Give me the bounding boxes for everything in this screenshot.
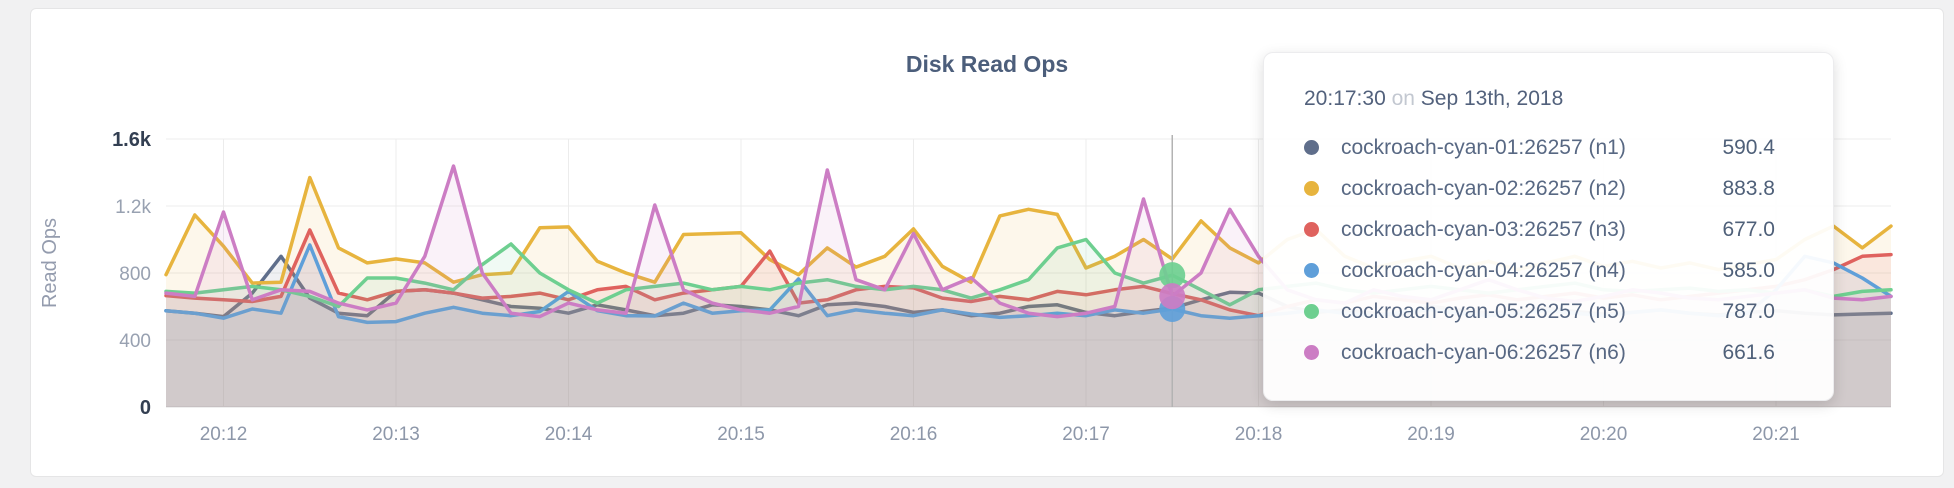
chart-title: Disk Read Ops xyxy=(905,51,1069,77)
tooltip-series-value: 585.0 xyxy=(1722,258,1775,282)
series-color-dot-icon xyxy=(1304,181,1319,196)
x-tick-label: 20:18 xyxy=(1235,424,1283,445)
tooltip-series-name: cockroach-cyan-03:26257 (n3) xyxy=(1341,217,1626,241)
tooltip-series-name: cockroach-cyan-02:26257 (n2) xyxy=(1341,176,1626,200)
tooltip-row-n4: cockroach-cyan-04:26257 (n4) 585.0 xyxy=(1304,250,1775,291)
tooltip-series-value: 677.0 xyxy=(1722,217,1775,241)
tooltip-series-name: cockroach-cyan-01:26257 (n1) xyxy=(1341,135,1626,159)
tooltip-series-value: 661.6 xyxy=(1722,340,1775,364)
y-tick-label: 1.6k xyxy=(112,129,152,151)
x-tick-label: 20:13 xyxy=(372,424,420,445)
tooltip-conjunction: on xyxy=(1391,87,1415,110)
y-tick-label: 800 xyxy=(119,264,151,285)
tooltip-series-value: 787.0 xyxy=(1722,299,1775,323)
tooltip-row-n5: cockroach-cyan-05:26257 (n5) 787.0 xyxy=(1304,291,1775,332)
series-color-dot-icon xyxy=(1304,345,1319,360)
tooltip-series-name: cockroach-cyan-05:26257 (n5) xyxy=(1341,299,1626,323)
series-color-dot-icon xyxy=(1304,304,1319,319)
x-tick-label: 20:21 xyxy=(1752,424,1800,445)
y-tick-label: 1.2k xyxy=(115,197,151,218)
tooltip-date: Sep 13th, 2018 xyxy=(1420,87,1564,110)
chart-card: Disk Read Ops Read Ops 0 400 800 1.2k 1.6k 20… xyxy=(30,8,1944,477)
tooltip-series-value: 590.4 xyxy=(1722,135,1775,159)
x-tick-label: 20:15 xyxy=(717,424,765,445)
tooltip-series-value: 883.8 xyxy=(1722,176,1775,200)
tooltip-rows: cockroach-cyan-01:26257 (n1) 590.4 cockroa… xyxy=(1304,127,1775,373)
tooltip-row-n3: cockroach-cyan-03:26257 (n3) 677.0 xyxy=(1304,209,1775,250)
x-tick-label: 20:20 xyxy=(1580,424,1628,445)
x-tick-label: 20:14 xyxy=(545,424,593,445)
tooltip-header: 20:17:30 on Sep 13th, 2018 xyxy=(1304,85,1775,113)
series-color-dot-icon xyxy=(1304,263,1319,278)
tooltip-row-n2: cockroach-cyan-02:26257 (n2) 883.8 xyxy=(1304,168,1775,209)
x-tick-label: 20:12 xyxy=(200,424,248,445)
y-tick-label: 0 xyxy=(140,397,151,419)
tooltip-row-n6: cockroach-cyan-06:26257 (n6) 661.6 xyxy=(1304,332,1775,373)
tooltip-time: 20:17:30 xyxy=(1304,87,1386,110)
hover-dot-n6 xyxy=(1159,283,1186,310)
tooltip-series-name: cockroach-cyan-04:26257 (n4) xyxy=(1341,258,1626,282)
x-tick-label: 20:17 xyxy=(1062,424,1110,445)
x-tick-label: 20:16 xyxy=(890,424,938,445)
tooltip-row-n1: cockroach-cyan-01:26257 (n1) 590.4 xyxy=(1304,127,1775,168)
x-tick-label: 20:19 xyxy=(1407,424,1455,445)
tooltip-series-name: cockroach-cyan-06:26257 (n6) xyxy=(1341,340,1626,364)
hover-tooltip: 20:17:30 on Sep 13th, 2018 cockroach-cya… xyxy=(1263,52,1834,401)
y-tick-label: 400 xyxy=(119,331,151,352)
series-color-dot-icon xyxy=(1304,140,1319,155)
hover-dot-n5 xyxy=(1159,262,1186,289)
series-color-dot-icon xyxy=(1304,222,1319,237)
